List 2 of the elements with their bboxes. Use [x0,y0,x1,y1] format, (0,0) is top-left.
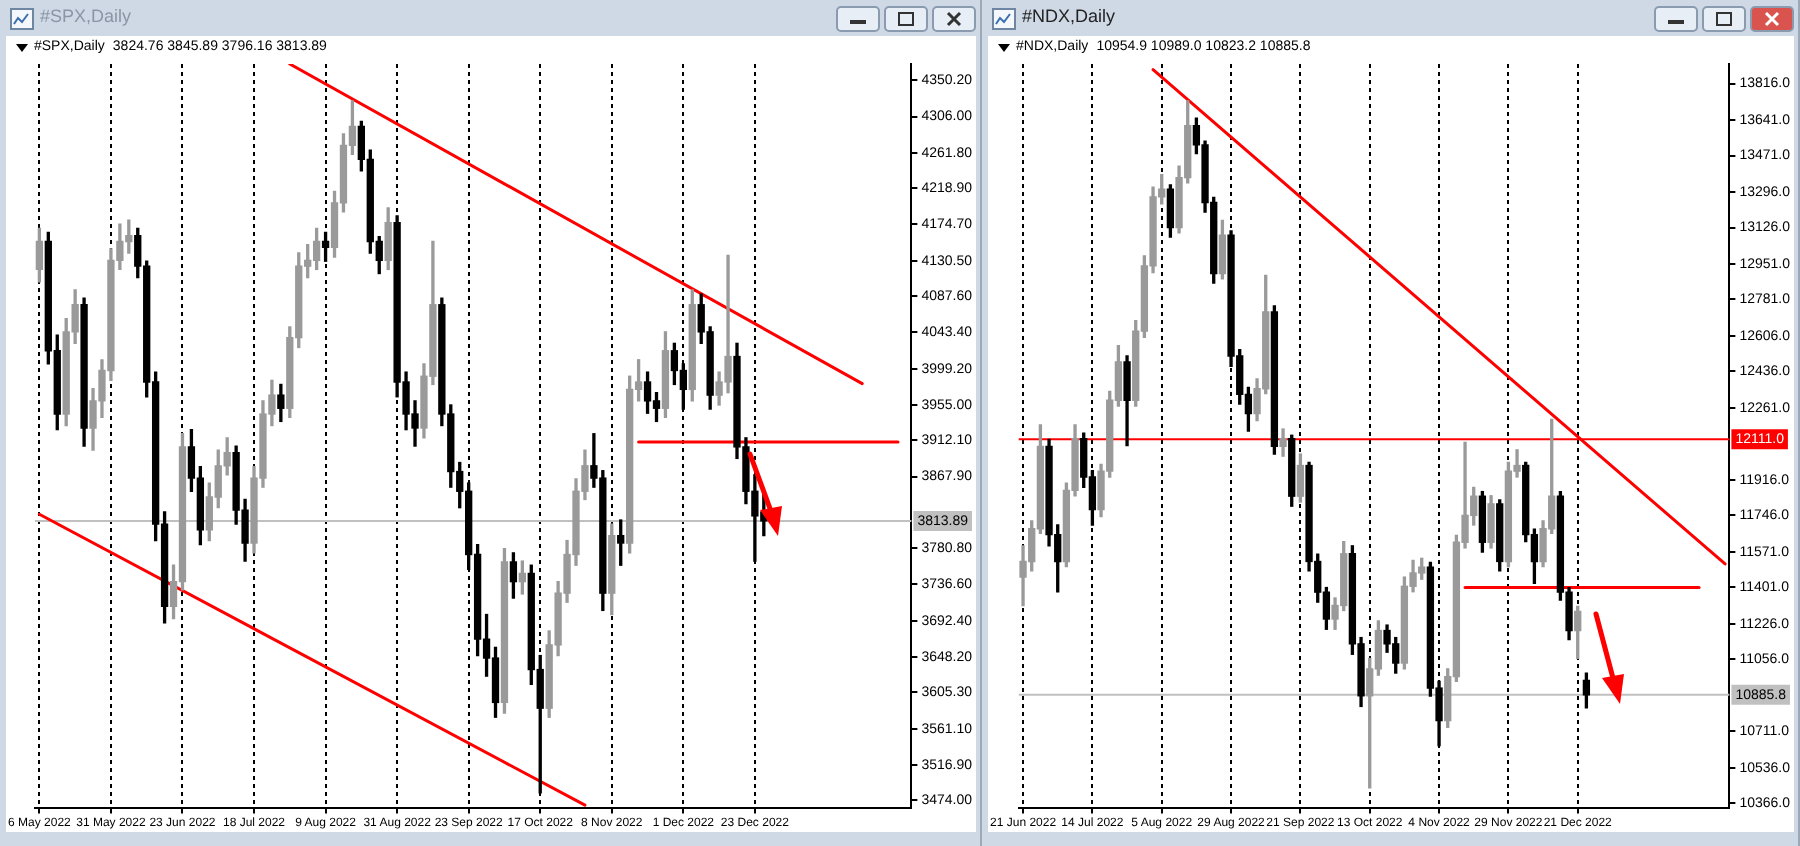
chart-title: #NDX,Daily [1022,6,1116,26]
chart-title: #SPX,Daily [40,6,132,26]
